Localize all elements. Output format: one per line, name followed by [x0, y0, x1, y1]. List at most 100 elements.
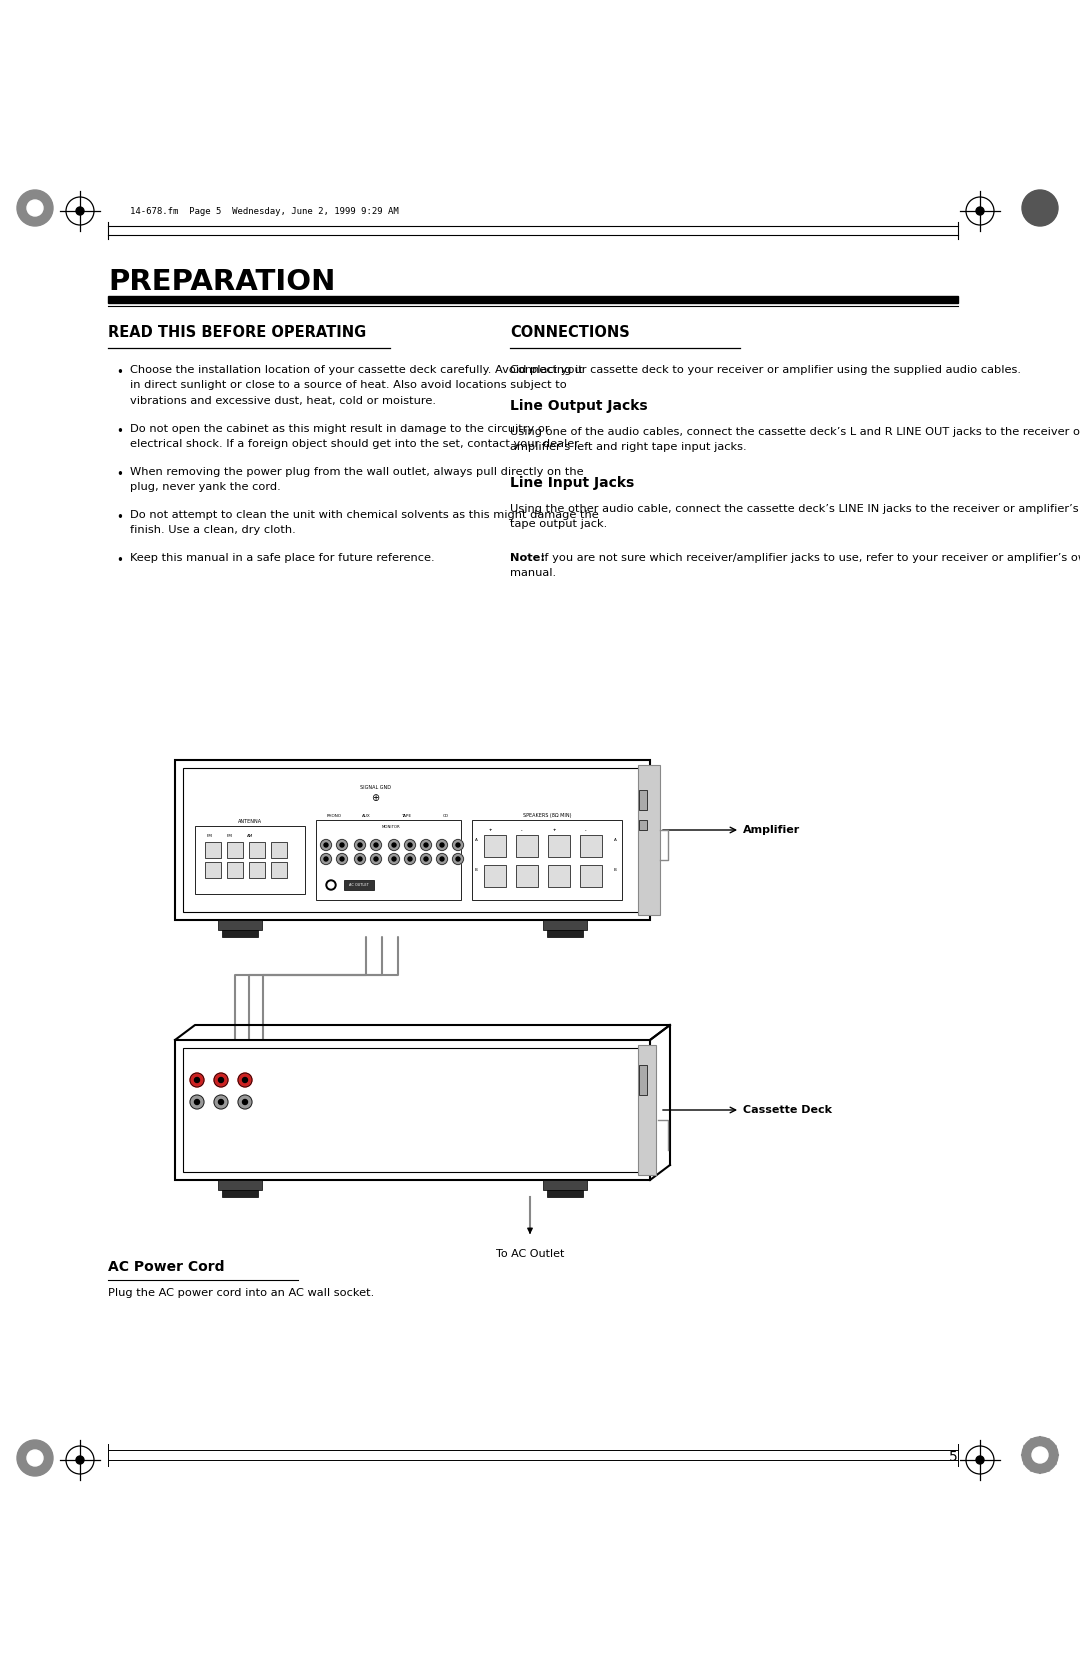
- Circle shape: [321, 840, 332, 851]
- Circle shape: [238, 1073, 252, 1087]
- Circle shape: [194, 1078, 200, 1083]
- Circle shape: [456, 843, 460, 846]
- Text: PREPARATION: PREPARATION: [108, 269, 336, 295]
- Bar: [227, 841, 243, 858]
- Circle shape: [374, 856, 378, 861]
- Bar: [548, 834, 570, 856]
- Circle shape: [392, 856, 396, 861]
- Text: •: •: [116, 467, 123, 481]
- Text: Choose the installation location of your cassette deck carefully. Avoid placing : Choose the installation location of your…: [130, 366, 583, 376]
- Bar: [546, 930, 583, 936]
- Text: 14-678.fm  Page 5  Wednesday, June 2, 1999 9:29 AM: 14-678.fm Page 5 Wednesday, June 2, 1999…: [130, 207, 399, 217]
- Text: Connect your cassette deck to your receiver or amplifier using the supplied audi: Connect your cassette deck to your recei…: [510, 366, 1021, 376]
- Circle shape: [190, 1095, 204, 1108]
- Circle shape: [76, 207, 84, 215]
- Text: +: +: [553, 828, 556, 833]
- Circle shape: [389, 840, 400, 851]
- Circle shape: [354, 840, 365, 851]
- Text: Cassette Deck: Cassette Deck: [743, 1105, 832, 1115]
- Text: B: B: [615, 868, 617, 871]
- Circle shape: [392, 843, 396, 846]
- Circle shape: [194, 1100, 200, 1105]
- Bar: [205, 861, 221, 878]
- Text: -: -: [521, 828, 523, 833]
- Bar: [183, 768, 642, 911]
- Circle shape: [354, 853, 365, 865]
- Circle shape: [321, 853, 332, 865]
- Text: AUX: AUX: [362, 814, 370, 818]
- Circle shape: [976, 1455, 984, 1464]
- Circle shape: [17, 1440, 53, 1475]
- Bar: [580, 865, 602, 886]
- Text: tape output jack.: tape output jack.: [510, 519, 607, 529]
- Bar: [183, 1048, 642, 1172]
- Circle shape: [424, 856, 428, 861]
- Text: +: +: [489, 828, 492, 833]
- Circle shape: [420, 853, 432, 865]
- Circle shape: [1022, 1437, 1058, 1474]
- Bar: [639, 1065, 647, 1095]
- Circle shape: [357, 843, 362, 846]
- Circle shape: [453, 853, 463, 865]
- Text: AM: AM: [247, 834, 253, 838]
- Bar: [249, 841, 265, 858]
- Bar: [175, 1040, 650, 1180]
- Circle shape: [328, 881, 334, 888]
- Circle shape: [453, 840, 463, 851]
- Circle shape: [357, 856, 362, 861]
- Circle shape: [436, 840, 447, 851]
- Text: SPEAKERS (8Ω MIN): SPEAKERS (8Ω MIN): [523, 813, 571, 818]
- Circle shape: [238, 1095, 252, 1108]
- Bar: [639, 789, 647, 809]
- Circle shape: [243, 1078, 247, 1083]
- Circle shape: [408, 856, 411, 861]
- Circle shape: [374, 843, 378, 846]
- Bar: [271, 861, 287, 878]
- Bar: [639, 819, 647, 829]
- Text: Do not open the cabinet as this might result in damage to the circuitry or: Do not open the cabinet as this might re…: [130, 424, 550, 434]
- Circle shape: [456, 856, 460, 861]
- Text: -: -: [585, 828, 586, 833]
- Circle shape: [190, 1073, 204, 1087]
- Bar: [484, 834, 507, 856]
- Circle shape: [27, 1450, 43, 1465]
- Text: CONNECTIONS: CONNECTIONS: [510, 325, 630, 340]
- Bar: [543, 920, 588, 930]
- Text: When removing the power plug from the wall outlet, always pull directly on the: When removing the power plug from the wa…: [130, 467, 583, 477]
- Text: amplifier’s left and right tape input jacks.: amplifier’s left and right tape input ja…: [510, 442, 746, 452]
- Circle shape: [218, 1100, 224, 1105]
- Text: -: -: [585, 828, 586, 833]
- Circle shape: [243, 1100, 247, 1105]
- Text: SIGNAL GND: SIGNAL GND: [360, 784, 391, 789]
- Circle shape: [370, 853, 381, 865]
- Bar: [222, 930, 258, 936]
- Bar: [218, 920, 262, 930]
- Text: Using the other audio cable, connect the cassette deck’s LINE IN jacks to the re: Using the other audio cable, connect the…: [510, 504, 1079, 514]
- Bar: [516, 865, 538, 886]
- Text: AC Power Cord: AC Power Cord: [108, 1260, 225, 1273]
- Circle shape: [340, 843, 345, 846]
- Bar: [222, 1190, 258, 1197]
- Bar: [345, 880, 374, 890]
- Text: AC OUTLET: AC OUTLET: [349, 883, 369, 886]
- Circle shape: [440, 856, 444, 861]
- Circle shape: [337, 840, 348, 851]
- Circle shape: [1022, 190, 1058, 225]
- Circle shape: [17, 190, 53, 225]
- Circle shape: [27, 200, 43, 215]
- Text: ⊕: ⊕: [370, 793, 379, 803]
- Circle shape: [324, 856, 328, 861]
- Bar: [548, 865, 570, 886]
- Text: A: A: [475, 838, 477, 841]
- Bar: [175, 759, 650, 920]
- Circle shape: [424, 843, 428, 846]
- Circle shape: [408, 843, 411, 846]
- Bar: [205, 841, 221, 858]
- Text: finish. Use a clean, dry cloth.: finish. Use a clean, dry cloth.: [130, 526, 296, 536]
- Bar: [580, 834, 602, 856]
- Circle shape: [436, 853, 447, 865]
- Bar: [546, 1190, 583, 1197]
- Text: Plug the AC power cord into an AC wall socket.: Plug the AC power cord into an AC wall s…: [108, 1288, 375, 1298]
- Text: FM: FM: [227, 834, 233, 838]
- Text: To AC Outlet: To AC Outlet: [496, 1248, 564, 1258]
